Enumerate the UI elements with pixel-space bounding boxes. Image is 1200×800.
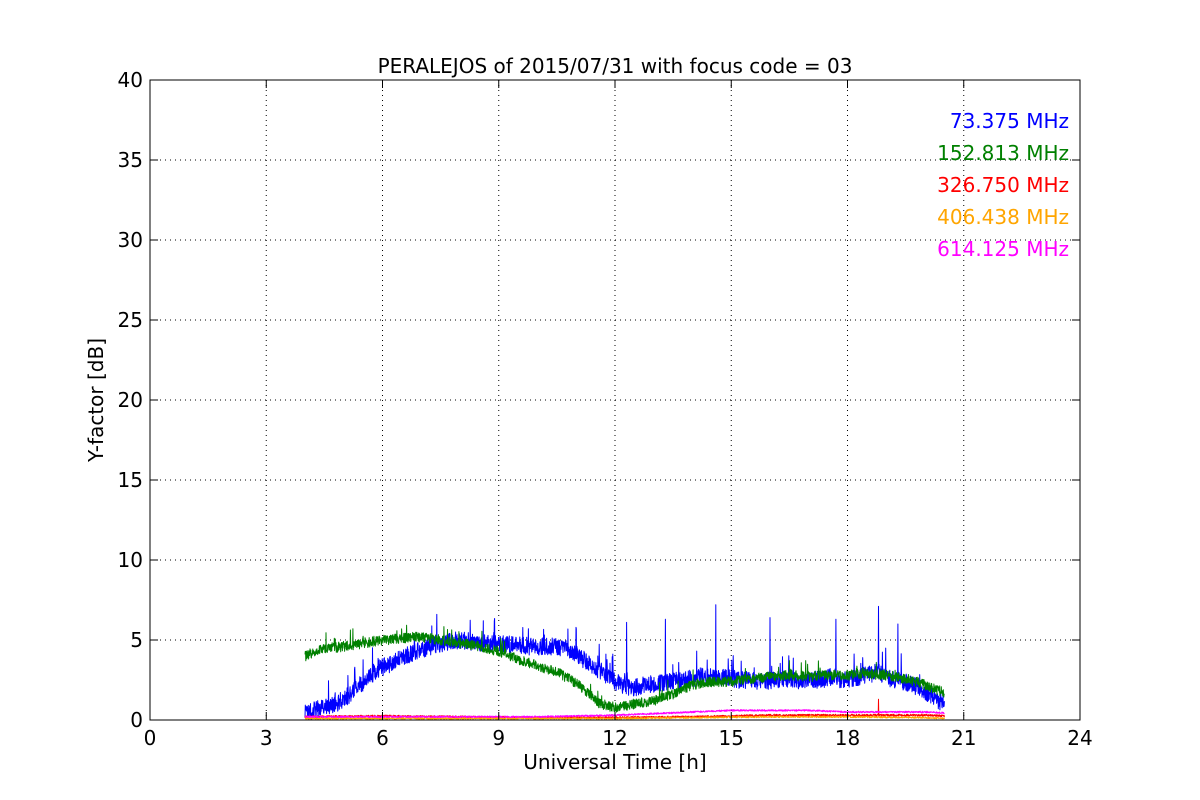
x-tick-label: 3 [260, 726, 273, 750]
legend-entry: 614.125 MHz [937, 237, 1069, 261]
y-tick-label: 0 [130, 708, 143, 732]
legend-entry: 326.750 MHz [937, 173, 1069, 197]
grid [150, 80, 1080, 720]
legend-entry: 152.813 MHz [937, 141, 1069, 165]
legend-entry: 73.375 MHz [950, 109, 1069, 133]
series-line-614-125-mhz [304, 709, 945, 719]
y-tick-label: 35 [118, 148, 143, 172]
series-layer [304, 604, 945, 720]
series-line-406-438-mhz [304, 715, 945, 720]
ticks: 0 3 6 9 12 15 18 21 24 0 5 10 15 20 25 30 35 40 [118, 68, 1093, 750]
x-axis-label: Universal Time [h] [523, 750, 706, 774]
legend: 73.375 MHz 152.813 MHz 326.750 MHz 406.438 … [937, 109, 1069, 261]
series-line-152-813-mhz [304, 624, 945, 713]
x-tick-label: 0 [144, 726, 157, 750]
y-tick-label: 15 [118, 468, 143, 492]
x-tick-label: 6 [376, 726, 389, 750]
x-tick-label: 15 [719, 726, 744, 750]
y-tick-label: 20 [118, 388, 143, 412]
y-axis-label: Y-factor [dB] [84, 338, 108, 463]
y-tick-label: 30 [118, 228, 143, 252]
x-tick-label: 9 [492, 726, 505, 750]
series-line-73-375-mhz [304, 604, 945, 720]
y-tick-label: 10 [118, 548, 143, 572]
y-tick-label: 25 [118, 308, 143, 332]
x-tick-label: 18 [835, 726, 860, 750]
legend-entry: 406.438 MHz [937, 205, 1069, 229]
y-tick-label: 5 [130, 628, 143, 652]
x-tick-label: 12 [602, 726, 627, 750]
y-tick-label: 40 [118, 68, 143, 92]
chart-title: PERALEJOS of 2015/07/31 with focus code … [378, 54, 853, 78]
x-tick-label: 24 [1067, 726, 1092, 750]
x-tick-label: 21 [951, 726, 976, 750]
